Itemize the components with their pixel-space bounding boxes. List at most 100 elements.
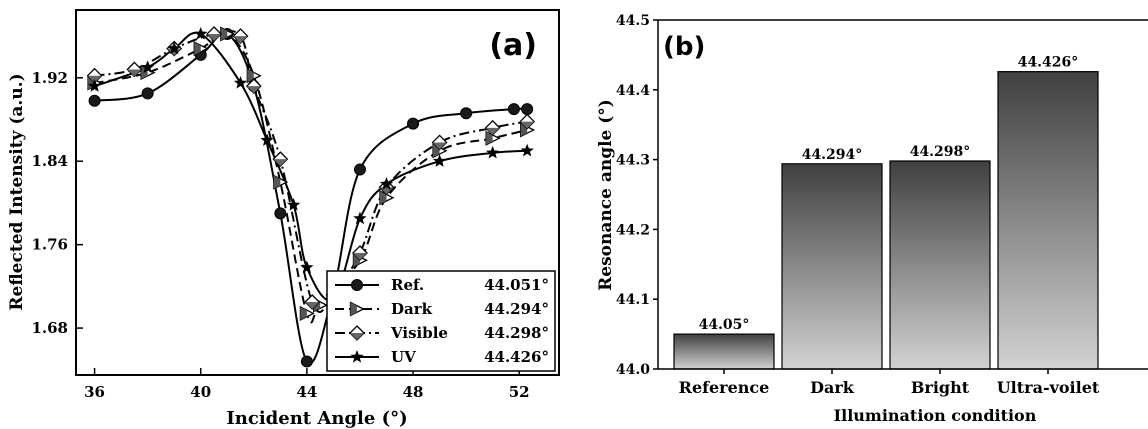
data-point bbox=[193, 41, 209, 57]
data-point-fill bbox=[432, 142, 447, 150]
series-line-visible bbox=[94, 29, 528, 313]
data-point-fill bbox=[305, 302, 320, 309]
legend-value: 44.426° bbox=[484, 348, 549, 366]
data-point bbox=[194, 26, 208, 40]
data-point bbox=[300, 260, 314, 274]
data-point bbox=[304, 294, 321, 310]
x-axis-label: Incident Angle (°) bbox=[226, 408, 407, 429]
legend-label: Ref. bbox=[391, 276, 424, 294]
data-point bbox=[87, 79, 102, 92]
y-tick-marks: 44.0 44.1 44.2 44.3 44.4 44.5 bbox=[616, 13, 658, 378]
legend-label: Visible bbox=[390, 324, 448, 342]
bar-value-label: 44.426° bbox=[1018, 55, 1079, 71]
x-tick-label: 40 bbox=[190, 383, 211, 401]
legend-value: 44.298° bbox=[484, 324, 549, 342]
y-tick-label: 44.0 bbox=[616, 362, 650, 378]
y-tick-label: 1.92 bbox=[31, 69, 68, 87]
y-tick-label: 44.5 bbox=[616, 13, 650, 29]
data-point bbox=[432, 154, 447, 167]
line-chart-panel: 36 40 44 48 52 1.68 1.76 1.84 1.92 (a) Incident… bbox=[7, 9, 560, 429]
bar bbox=[997, 71, 1099, 370]
x-tick-label: 44 bbox=[296, 383, 317, 401]
data-point bbox=[233, 76, 248, 89]
x-tick-marks: 36 40 44 48 52 bbox=[84, 368, 530, 401]
bar-value-label: 44.298° bbox=[910, 144, 971, 160]
legend-value: 44.294° bbox=[484, 300, 549, 318]
legend-value: 44.051° bbox=[484, 276, 549, 294]
x-tick-label: 48 bbox=[403, 383, 424, 401]
bar-chart-panel: 44.05° 44.294° 44.298° 44.426° 44.0 44.1 44.2… bbox=[596, 13, 1148, 425]
data-point bbox=[141, 87, 154, 100]
data-point bbox=[520, 143, 534, 157]
x-tick-label: 52 bbox=[509, 383, 530, 401]
y-tick-label: 44.3 bbox=[616, 153, 650, 169]
data-point bbox=[299, 305, 315, 322]
data-point-fill bbox=[207, 33, 221, 41]
bar bbox=[889, 160, 991, 370]
x-tick-label: Bright bbox=[911, 378, 970, 397]
plot-frame bbox=[75, 9, 560, 376]
bar-value-label: 44.294° bbox=[802, 147, 863, 163]
bar bbox=[781, 163, 883, 370]
data-point-fill bbox=[300, 306, 307, 320]
data-point-fill bbox=[220, 27, 228, 41]
y-axis-label: Reflected Intensity (a.u.) bbox=[7, 73, 27, 310]
data-point bbox=[352, 245, 368, 261]
data-point bbox=[232, 28, 249, 44]
y-tick-label: 44.4 bbox=[616, 83, 650, 99]
data-point-fill bbox=[520, 121, 535, 129]
legend-box bbox=[326, 270, 556, 372]
x-tick-labels: Reference Dark Bright Ultra-voilet bbox=[679, 369, 1100, 397]
data-point bbox=[460, 107, 473, 120]
legend-label: Dark bbox=[391, 300, 433, 318]
legend: Ref. 44.051° Dark 44.294° Visible 44.298° UV 44… bbox=[326, 270, 556, 372]
data-point bbox=[167, 41, 181, 55]
x-axis-label: Illumination condition bbox=[834, 406, 1037, 425]
y-tick-label: 44.2 bbox=[616, 222, 650, 238]
data-point-fill bbox=[246, 86, 261, 94]
data-point bbox=[245, 78, 262, 95]
data-point-fill bbox=[485, 127, 500, 135]
data-point bbox=[206, 26, 222, 42]
data-point-fill bbox=[352, 252, 367, 260]
data-point-fill bbox=[194, 42, 201, 56]
data-point-fill bbox=[247, 69, 254, 83]
legend-label: UV bbox=[391, 348, 416, 366]
bar-value-label: 44.05° bbox=[699, 317, 750, 333]
legend-marker-fill bbox=[350, 333, 364, 340]
data-point-fill bbox=[273, 159, 288, 167]
data-point bbox=[353, 211, 367, 225]
data-point bbox=[141, 60, 155, 74]
panel-label: (b) bbox=[663, 32, 705, 62]
y-tick-marks: 1.68 1.76 1.84 1.92 bbox=[31, 69, 83, 337]
data-point bbox=[519, 113, 536, 130]
data-point bbox=[273, 174, 289, 190]
data-point bbox=[88, 94, 101, 107]
x-tick-label: Ultra-voilet bbox=[997, 378, 1100, 397]
data-point bbox=[86, 67, 103, 84]
data-point-fill bbox=[273, 175, 281, 189]
data-point bbox=[379, 177, 394, 190]
legend-marker bbox=[351, 279, 363, 291]
legend-marker bbox=[349, 325, 365, 341]
bars: 44.05° 44.294° 44.298° 44.426° bbox=[673, 55, 1099, 370]
data-point bbox=[286, 198, 301, 211]
data-point bbox=[431, 134, 448, 151]
data-point bbox=[300, 355, 313, 368]
x-tick-label: Reference bbox=[679, 378, 770, 397]
data-point bbox=[486, 145, 500, 159]
legend-marker bbox=[350, 350, 364, 363]
data-point-fill bbox=[233, 36, 248, 44]
data-point bbox=[507, 103, 520, 116]
data-point bbox=[353, 163, 366, 176]
data-point bbox=[484, 119, 501, 136]
data-point bbox=[260, 133, 274, 147]
data-point bbox=[407, 117, 420, 130]
data-point-fill bbox=[486, 131, 493, 145]
y-axis-label: Resonance angle (°) bbox=[596, 99, 616, 291]
x-tick-label: 36 bbox=[84, 383, 105, 401]
data-point-fill bbox=[127, 69, 142, 77]
panel-label: (a) bbox=[489, 28, 537, 63]
y-tick-label: 44.1 bbox=[616, 292, 650, 308]
